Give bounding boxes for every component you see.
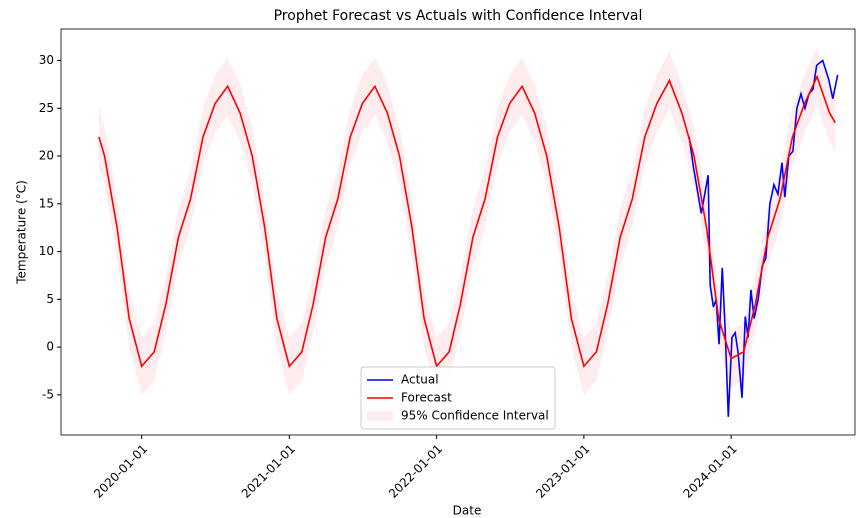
plot-frame (60, 28, 856, 436)
x-tick-label: 2021-01-01 (239, 442, 298, 501)
y-tick-label: 5 (46, 292, 54, 306)
y-tick-label: 10 (39, 244, 54, 258)
legend-label: Actual (401, 373, 439, 387)
series-line (688, 59, 839, 417)
legend-box (360, 366, 556, 430)
y-tick-label: 15 (39, 196, 54, 210)
legend: Actual Forecast 95% Confidence Interval (360, 366, 556, 430)
x-tick-label: 2022-01-01 (386, 442, 445, 501)
y-tick-label: 0 (46, 340, 54, 354)
y-tick-label: 20 (39, 149, 54, 163)
legend-label: Forecast (401, 391, 452, 405)
x-tick-label: 2023-01-01 (533, 442, 592, 501)
chart-title: Prophet Forecast vs Actuals with Confide… (274, 8, 643, 24)
y-tick-label: 30 (39, 53, 54, 67)
x-axis-label: Date (453, 504, 482, 518)
x-tick-label: 2020-01-01 (91, 442, 150, 501)
legend-label: 95% Confidence Interval (401, 409, 549, 423)
legend-swatch (367, 411, 393, 421)
y-axis-label: Temperature (°C) (15, 180, 29, 285)
y-tick-label: -5 (42, 387, 54, 401)
y-tick-label: 25 (39, 101, 54, 115)
series-line (98, 74, 836, 368)
confidence-band (98, 48, 836, 395)
x-tick-label: 2024-01-01 (681, 442, 740, 501)
